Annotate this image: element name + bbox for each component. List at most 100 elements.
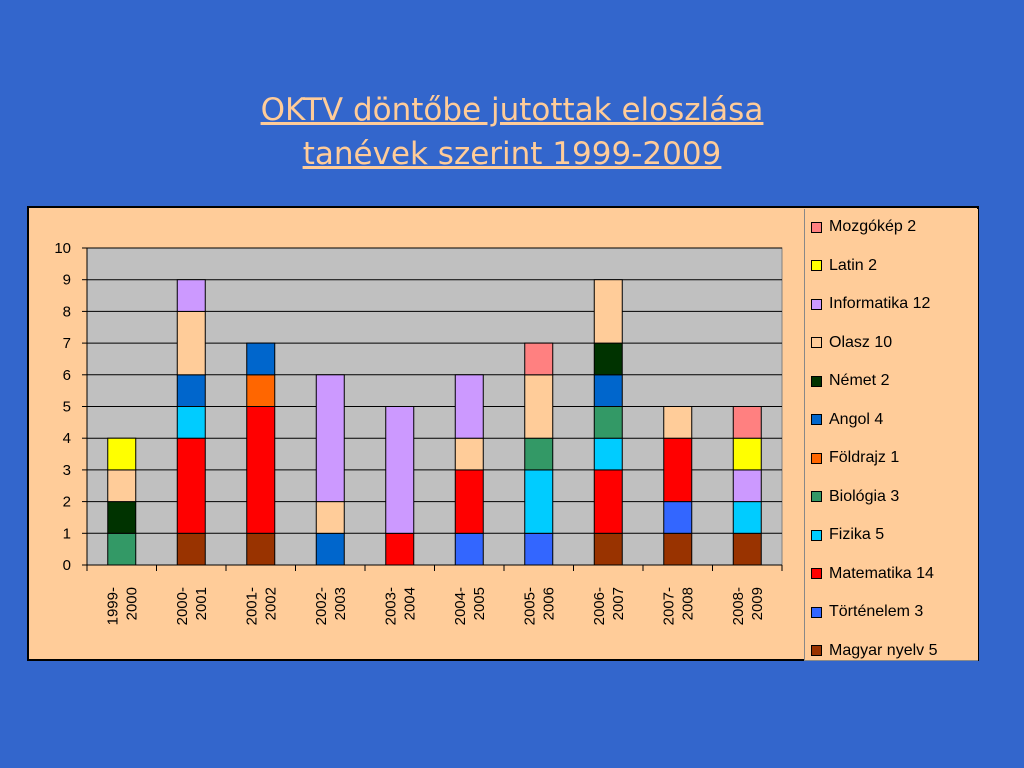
bar-segment bbox=[593, 469, 623, 534]
legend-swatch bbox=[811, 337, 822, 348]
legend-item: Történelem 3 bbox=[811, 602, 923, 622]
x-tick-label: 2006- bbox=[591, 587, 608, 625]
legend-swatch bbox=[811, 529, 822, 541]
bar-segment bbox=[732, 406, 762, 439]
legend-label: Angol 4 bbox=[829, 410, 884, 428]
x-tick-label: 2003- bbox=[383, 587, 400, 625]
legend-swatch bbox=[811, 645, 822, 656]
legend-swatch bbox=[811, 606, 822, 618]
legend-swatch bbox=[811, 452, 822, 464]
bar-segment bbox=[246, 374, 276, 407]
bar-segment bbox=[176, 310, 206, 376]
x-tick-label: 2005- bbox=[522, 587, 539, 625]
x-tick-label: 2007 bbox=[610, 587, 627, 620]
bar-segment bbox=[315, 374, 345, 503]
x-tick-label: 1999- bbox=[105, 587, 122, 625]
bar-segment bbox=[176, 406, 206, 439]
bar-segment bbox=[593, 437, 623, 471]
y-tick-label: 0 bbox=[63, 557, 71, 574]
legend-label: Magyar nyelv 5 bbox=[829, 641, 938, 659]
legend-swatch bbox=[811, 568, 822, 579]
bar-segment bbox=[524, 342, 554, 376]
y-tick-label: 8 bbox=[63, 303, 71, 320]
bar-segment bbox=[732, 501, 762, 534]
legend-item: Fizika 5 bbox=[811, 525, 884, 545]
title-line-1: OKTV döntőbe jutottak eloszlása bbox=[260, 92, 764, 128]
bar-segment bbox=[176, 437, 206, 534]
x-tick-label: 2000- bbox=[174, 587, 191, 625]
legend-swatch bbox=[811, 260, 822, 271]
legend-item: Informatika 12 bbox=[811, 294, 930, 314]
bar-segment bbox=[524, 532, 554, 566]
legend-label: Fizika 5 bbox=[829, 526, 885, 543]
bar-segment bbox=[454, 437, 484, 471]
bar-segment bbox=[663, 532, 693, 566]
bar-segment bbox=[524, 374, 554, 439]
x-tick-label: 2000 bbox=[124, 587, 141, 620]
title-line-2: tanévek szerint 1999-2009 bbox=[302, 136, 722, 172]
bar-segment bbox=[107, 532, 137, 566]
x-tick-label: 2004 bbox=[402, 587, 419, 620]
x-tick-label: 2008 bbox=[680, 587, 697, 620]
legend-label: Földrajz 1 bbox=[829, 449, 900, 466]
bar-segment bbox=[107, 501, 137, 534]
bar-segment bbox=[385, 532, 415, 566]
y-tick-label: 9 bbox=[63, 272, 71, 289]
chart-legend: Mozgókép 2 Latin 2 Informatika 12 Olasz 10 N… bbox=[804, 209, 978, 661]
x-tick-label: 2002 bbox=[263, 587, 280, 620]
legend-swatch bbox=[811, 375, 822, 387]
legend-swatch bbox=[811, 221, 822, 233]
legend-item: Mozgókép 2 bbox=[811, 217, 916, 237]
bar-segment bbox=[454, 469, 484, 534]
y-tick-label: 2 bbox=[63, 494, 71, 511]
x-tick-label: 2001- bbox=[244, 587, 261, 625]
bar-segment bbox=[107, 437, 137, 471]
legend-item: Latin 2 bbox=[811, 256, 877, 276]
bar-segment bbox=[663, 437, 693, 503]
bar-segment bbox=[315, 532, 345, 566]
x-tick-label: 2003 bbox=[332, 587, 349, 620]
bar-segment bbox=[593, 342, 623, 376]
legend-label: Mozgókép 2 bbox=[829, 218, 917, 235]
x-tick-label: 2006 bbox=[541, 587, 558, 620]
bar-segment bbox=[176, 374, 206, 407]
y-tick-label: 6 bbox=[63, 367, 71, 384]
bar-segment bbox=[246, 532, 276, 566]
legend-label: Olasz 10 bbox=[829, 333, 893, 351]
bar-segment bbox=[385, 406, 415, 534]
x-tick-label: 2008- bbox=[730, 587, 747, 625]
x-tick-label: 2004- bbox=[452, 587, 469, 625]
legend-swatch bbox=[811, 298, 822, 310]
bar-segment bbox=[454, 532, 484, 566]
bar-segment bbox=[593, 374, 623, 407]
x-tick-label: 2009 bbox=[749, 587, 766, 620]
legend-label: Matematika 14 bbox=[829, 564, 934, 582]
x-tick-label: 2001 bbox=[193, 587, 210, 620]
y-tick-label: 7 bbox=[63, 335, 71, 352]
bar-segment bbox=[593, 279, 623, 344]
bar-segment bbox=[732, 532, 762, 566]
y-tick-label: 10 bbox=[54, 240, 71, 257]
legend-label: Latin 2 bbox=[829, 256, 878, 274]
bar-segment bbox=[732, 469, 762, 503]
x-tick-label: 2005 bbox=[471, 587, 488, 620]
legend-item: Olasz 10 bbox=[811, 333, 892, 353]
legend-item: Matematika 14 bbox=[811, 564, 934, 584]
bar-segment bbox=[454, 374, 484, 439]
legend-item: Német 2 bbox=[811, 371, 889, 391]
bar-segment bbox=[315, 501, 345, 534]
x-tick-label: 2007- bbox=[661, 587, 678, 625]
bar-segment bbox=[107, 469, 137, 503]
bar-segment bbox=[593, 406, 623, 439]
legend-item: Földrajz 1 bbox=[811, 448, 899, 468]
legend-item: Angol 4 bbox=[811, 410, 883, 430]
legend-swatch bbox=[811, 414, 822, 425]
bar-segment bbox=[732, 437, 762, 471]
legend-swatch bbox=[811, 491, 822, 502]
legend-label: Német 2 bbox=[829, 372, 890, 389]
bar-segment bbox=[246, 406, 276, 534]
legend-item: Magyar nyelv 5 bbox=[811, 641, 938, 661]
y-tick-label: 3 bbox=[63, 462, 71, 479]
bar-segment bbox=[593, 532, 623, 566]
